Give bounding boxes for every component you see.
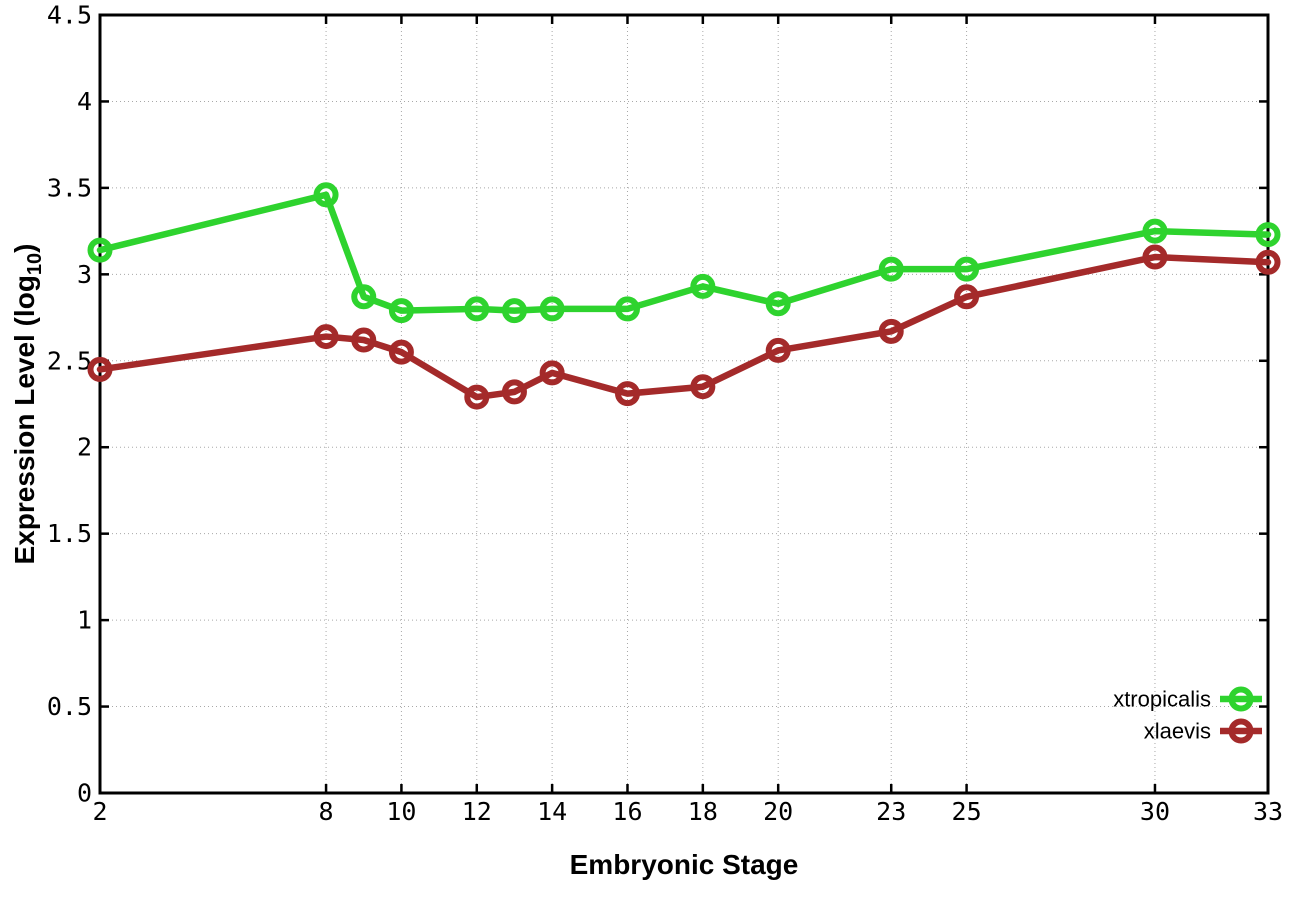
series-marker-xlaevis xyxy=(87,356,113,382)
x-tick-label: 30 xyxy=(1140,797,1170,826)
x-tick-label: 20 xyxy=(763,797,793,826)
series-marker-xtropicalis xyxy=(87,237,113,263)
x-tick-label: 25 xyxy=(952,797,982,826)
series-marker-xlaevis xyxy=(351,327,377,353)
series-marker-xtropicalis xyxy=(690,273,716,299)
y-tick-label: 1.5 xyxy=(47,519,92,548)
series-marker-xtropicalis xyxy=(878,256,904,282)
x-axis-title: Embryonic Stage xyxy=(570,849,799,880)
series-marker-xtropicalis xyxy=(1255,222,1281,248)
legend-label-xlaevis: xlaevis xyxy=(1144,719,1211,744)
series-marker-xlaevis xyxy=(464,384,490,410)
series-marker-xtropicalis xyxy=(954,256,980,282)
x-tick-label: 33 xyxy=(1253,797,1283,826)
series-marker-xtropicalis xyxy=(464,296,490,322)
series-marker-xlaevis xyxy=(954,284,980,310)
x-tick-label: 10 xyxy=(386,797,416,826)
y-tick-label: 3 xyxy=(77,260,92,289)
y-tick-label: 0 xyxy=(77,779,92,808)
plot-border xyxy=(98,13,1270,795)
x-tick-label: 18 xyxy=(688,797,718,826)
series-marker-xlaevis xyxy=(765,337,791,363)
y-tick-label: 4 xyxy=(77,87,92,116)
y-axis-title: Expression Level (log10) xyxy=(9,244,46,565)
series-marker-xtropicalis xyxy=(313,182,339,208)
x-tick-label: 14 xyxy=(537,797,567,826)
series-marker-xlaevis xyxy=(878,318,904,344)
series-marker-xlaevis xyxy=(313,324,339,350)
y-tick-label: 2 xyxy=(77,433,92,462)
series-marker-xlaevis xyxy=(690,374,716,400)
x-tick-label: 16 xyxy=(612,797,642,826)
series-marker-xlaevis xyxy=(1142,244,1168,270)
legend-label-xtropicalis: xtropicalis xyxy=(1113,687,1211,712)
y-tick-label: 0.5 xyxy=(47,692,92,721)
x-tick-label: 2 xyxy=(92,797,107,826)
series-marker-xtropicalis xyxy=(614,296,640,322)
series-marker-xlaevis xyxy=(388,339,414,365)
series-marker-xtropicalis xyxy=(539,296,565,322)
series-marker-xlaevis xyxy=(501,379,527,405)
series-marker-xtropicalis xyxy=(501,298,527,324)
series-line-xlaevis xyxy=(96,253,1272,401)
series-marker-xtropicalis xyxy=(351,284,377,310)
x-tick-label: 23 xyxy=(876,797,906,826)
series-marker-xtropicalis xyxy=(1142,218,1168,244)
x-tick-label: 8 xyxy=(319,797,334,826)
series-marker-xtropicalis xyxy=(765,291,791,317)
y-tick-label: 1 xyxy=(77,606,92,635)
y-tick-label: 3.5 xyxy=(47,173,92,202)
y-tick-label: 4.5 xyxy=(47,1,92,30)
series-marker-xlaevis xyxy=(1255,249,1281,275)
legend-sample-marker-xlaevis xyxy=(1228,718,1254,744)
series-marker-xlaevis xyxy=(539,360,565,386)
series-marker-xlaevis xyxy=(614,381,640,407)
series-line-xtropicalis xyxy=(96,191,1272,314)
y-tick-label: 2.5 xyxy=(47,346,92,375)
x-tick-label: 12 xyxy=(462,797,492,826)
series-marker-xtropicalis xyxy=(388,298,414,324)
legend-sample-marker-xtropicalis xyxy=(1228,686,1254,712)
